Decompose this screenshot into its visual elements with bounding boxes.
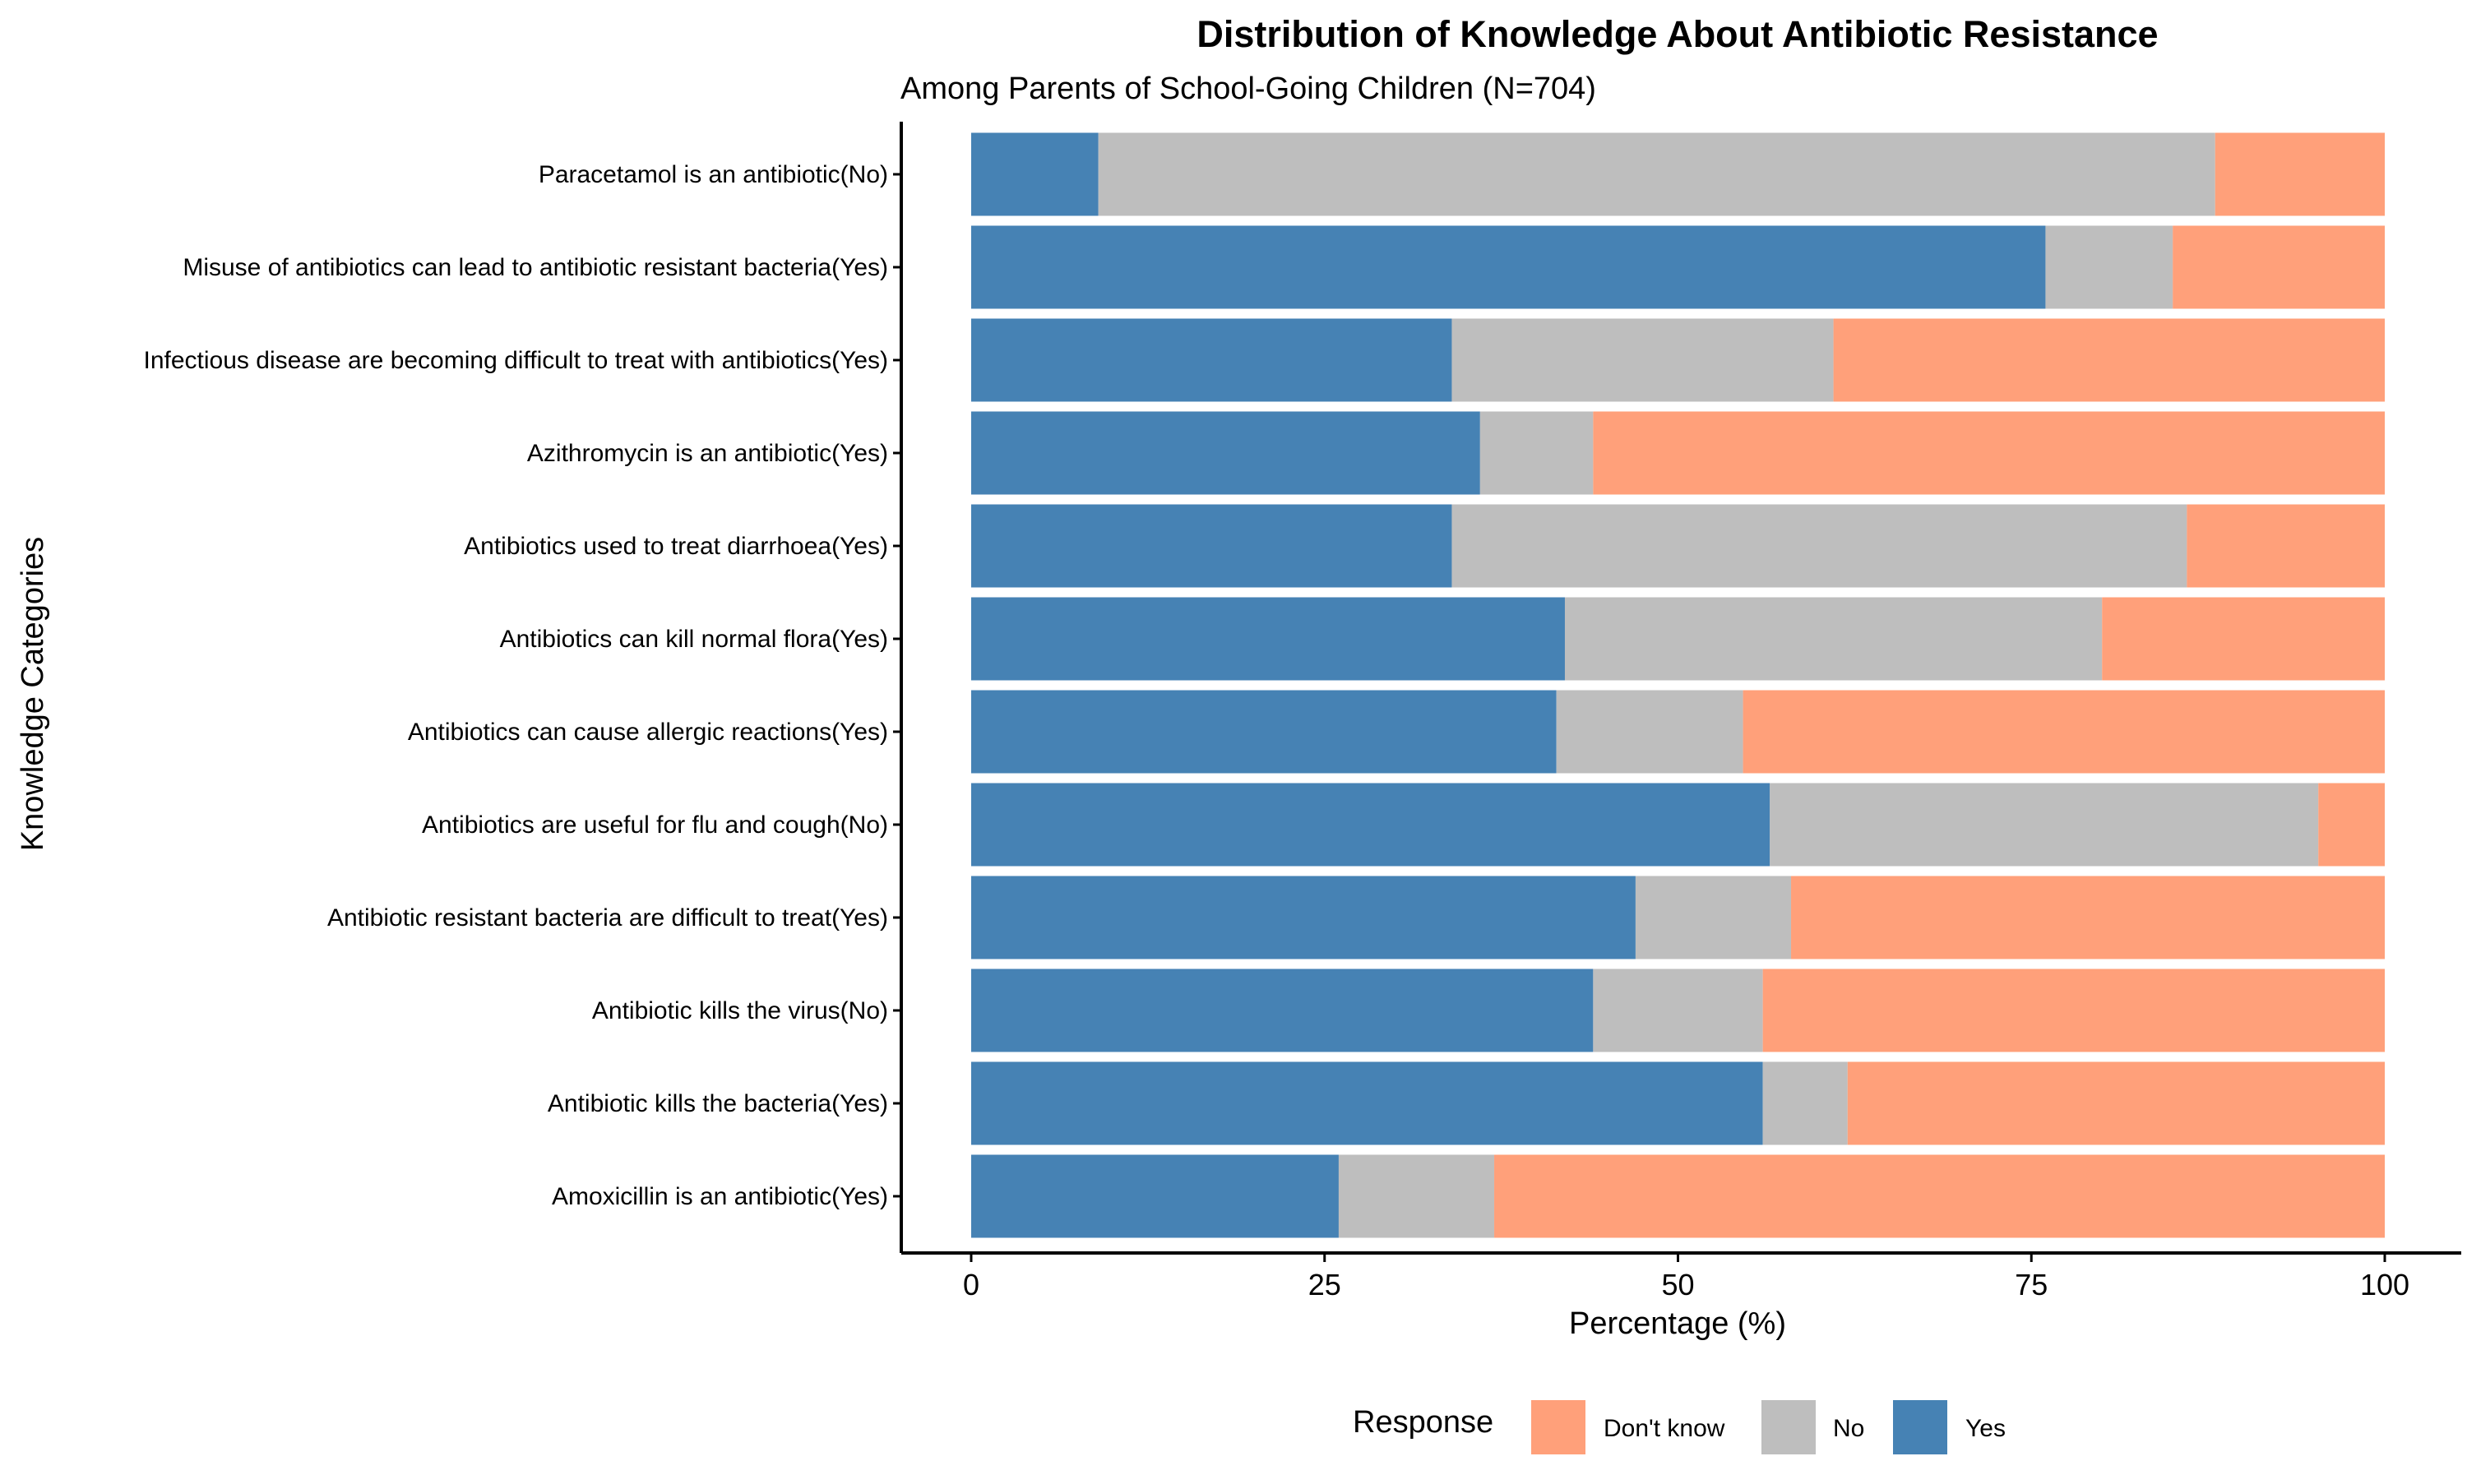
bar-don-t-know-8 — [2318, 783, 2385, 867]
bar-no-6 — [1564, 597, 2103, 681]
bar-yes-2 — [971, 225, 2046, 309]
y-axis-title: Knowledge Categories — [16, 537, 50, 851]
bar-don-t-know-7 — [1743, 690, 2385, 774]
bar-no-9 — [1635, 876, 1792, 959]
bar-don-t-know-11 — [1847, 1061, 2385, 1145]
category-label: Antibiotics can kill normal flora(Yes) — [500, 626, 888, 653]
bar-no-12 — [1338, 1154, 1495, 1238]
category-labels: Paracetamol is an antibiotic(No) Misuse o… — [144, 161, 888, 1210]
x-tick-label: 0 — [963, 1268, 979, 1301]
legend-swatch-don-t-know — [1531, 1400, 1585, 1454]
legend-swatch-yes — [1893, 1400, 1947, 1454]
bar-no-5 — [1451, 504, 2187, 588]
axes-group: 0 25 50 75 100 — [893, 122, 2461, 1301]
bar-yes-4 — [971, 411, 1480, 495]
legend-title: Response — [1353, 1405, 1493, 1440]
bar-don-t-know-9 — [1791, 876, 2385, 959]
chart-subtitle: Among Parents of School-Going Children (… — [900, 72, 1596, 106]
bar-yes-11 — [971, 1061, 1763, 1145]
chart-title: Distribution of Knowledge About Antibiot… — [1196, 13, 2158, 55]
bar-yes-1 — [971, 132, 1099, 216]
bar-yes-9 — [971, 876, 1636, 959]
legend-swatch-no — [1761, 1400, 1816, 1454]
bar-yes-6 — [971, 597, 1565, 681]
bar-yes-7 — [971, 690, 1557, 774]
category-label: Antibiotics can cause allergic reactions… — [408, 719, 888, 746]
x-tick-label: 50 — [1661, 1268, 1694, 1301]
category-label: Antibiotic kills the bacteria(Yes) — [548, 1090, 888, 1117]
category-label: Paracetamol is an antibiotic(No) — [539, 161, 888, 188]
bar-don-t-know-5 — [2187, 504, 2385, 588]
category-label: Antibiotics used to treat diarrhoea(Yes) — [464, 533, 888, 560]
legend-label-yes: Yes — [1965, 1415, 2006, 1442]
bar-no-1 — [1098, 132, 2215, 216]
bar-don-t-know-12 — [1494, 1154, 2385, 1238]
bar-don-t-know-10 — [1762, 969, 2385, 1052]
bar-no-10 — [1593, 969, 1763, 1052]
x-tick-label: 75 — [2015, 1268, 2048, 1301]
bar-no-4 — [1479, 411, 1594, 495]
category-label: Antibiotic resistant bacteria are diffic… — [327, 904, 888, 932]
bar-yes-5 — [971, 504, 1452, 588]
x-axis-title: Percentage (%) — [1569, 1306, 1786, 1341]
bar-yes-12 — [971, 1154, 1339, 1238]
bar-don-t-know-6 — [2102, 597, 2385, 681]
bars-group — [971, 132, 2385, 1238]
legend: Response Don't know No Yes — [1353, 1400, 2006, 1454]
bar-no-2 — [2045, 225, 2173, 309]
bar-no-8 — [1770, 783, 2319, 867]
bar-yes-3 — [971, 318, 1452, 402]
bar-no-3 — [1451, 318, 1834, 402]
bar-don-t-know-3 — [1833, 318, 2385, 402]
category-label: Antibiotics are useful for flu and cough… — [422, 811, 888, 839]
x-tick-label: 25 — [1308, 1268, 1341, 1301]
bar-don-t-know-2 — [2173, 225, 2385, 309]
bar-yes-8 — [971, 783, 1770, 867]
category-label: Infectious disease are becoming difficul… — [144, 347, 888, 374]
x-tick-label: 100 — [2360, 1268, 2409, 1301]
category-label: Amoxicillin is an antibiotic(Yes) — [552, 1183, 888, 1210]
bar-no-7 — [1556, 690, 1743, 774]
bar-don-t-know-4 — [1593, 411, 2385, 495]
bar-yes-10 — [971, 969, 1594, 1052]
category-label: Antibiotic kills the virus(No) — [592, 997, 888, 1024]
legend-label-don-t-know: Don't know — [1604, 1415, 1725, 1442]
bar-no-11 — [1762, 1061, 1848, 1145]
category-label: Misuse of antibiotics can lead to antibi… — [183, 254, 888, 281]
bar-don-t-know-1 — [2215, 132, 2385, 216]
category-label: Azithromycin is an antibiotic(Yes) — [527, 440, 888, 467]
legend-label-no: No — [1833, 1415, 1864, 1442]
